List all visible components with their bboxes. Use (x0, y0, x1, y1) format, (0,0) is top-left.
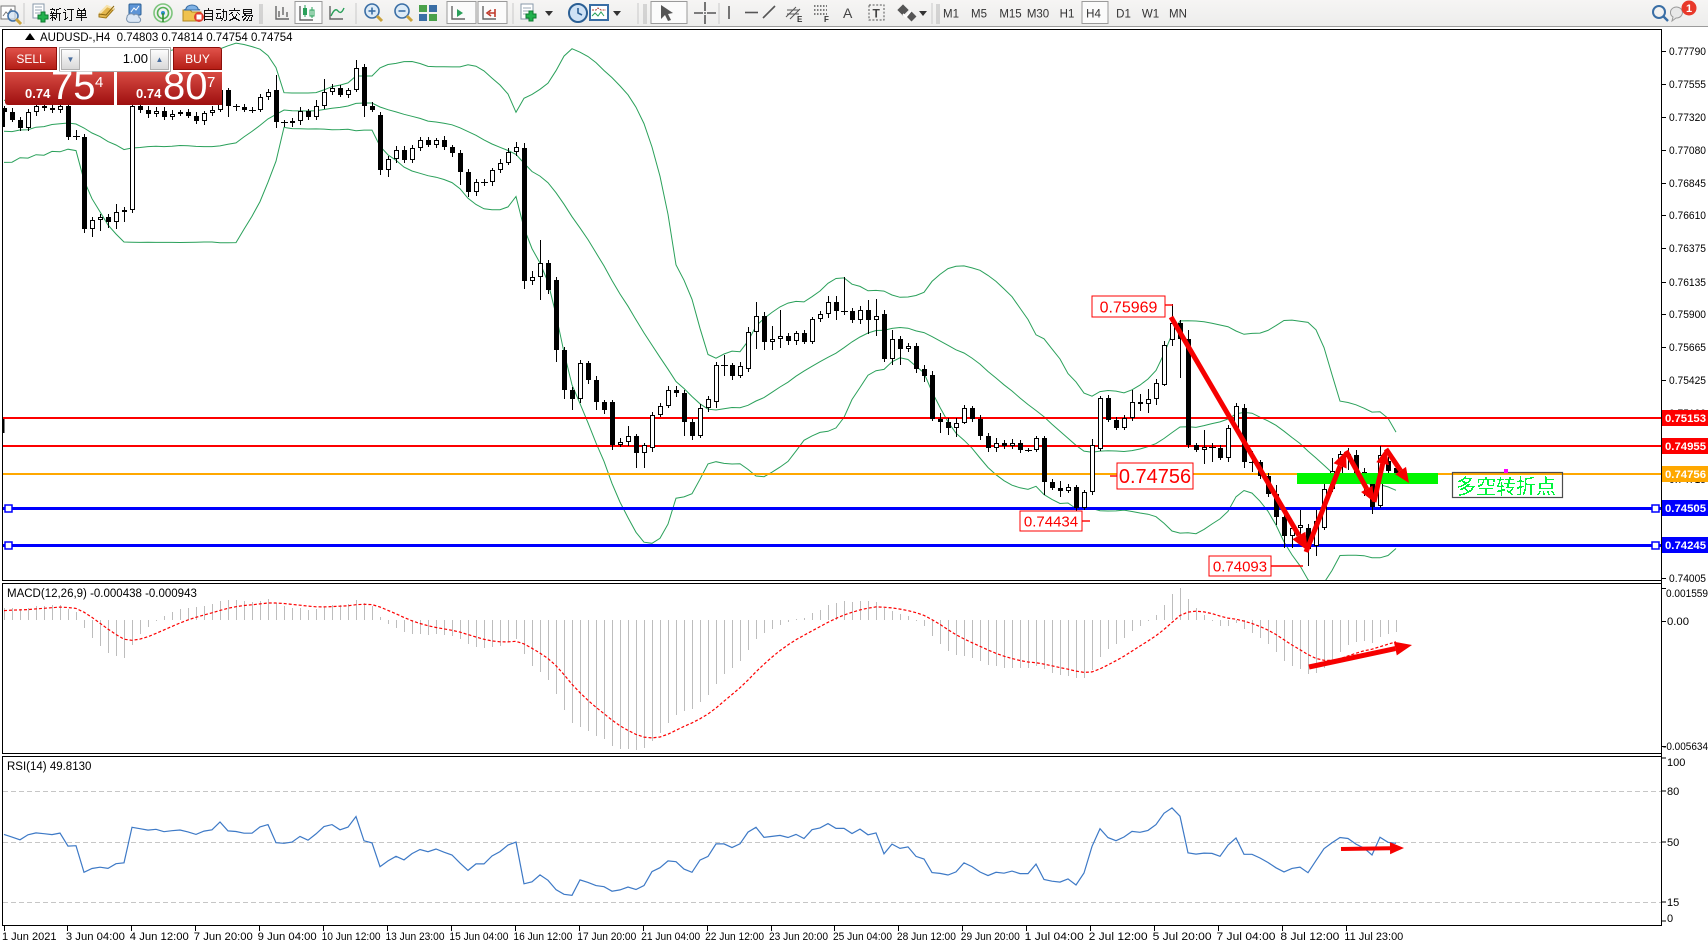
svg-text:0.74245: 0.74245 (1665, 540, 1706, 552)
svg-text:RSI(14) 49.8130: RSI(14) 49.8130 (7, 761, 91, 773)
svg-text:4 Jun 12:00: 4 Jun 12:00 (130, 931, 189, 943)
svg-text:17 Jun 20:00: 17 Jun 20:00 (577, 931, 636, 943)
svg-text:-0.005634: -0.005634 (1663, 741, 1708, 753)
svg-text:0.76375: 0.76375 (1669, 243, 1706, 255)
svg-text:28 Jun 12:00: 28 Jun 12:00 (897, 931, 956, 943)
svg-text:0.77555: 0.77555 (1669, 79, 1706, 91)
svg-text:0.75425: 0.75425 (1669, 375, 1706, 387)
svg-text:0.00: 0.00 (1667, 616, 1689, 628)
svg-text:0.74505: 0.74505 (1665, 503, 1706, 515)
svg-text:15: 15 (1667, 897, 1679, 909)
svg-text:0.77080: 0.77080 (1669, 145, 1706, 157)
svg-text:D1: D1 (1116, 9, 1131, 21)
svg-text:H4: H4 (1086, 9, 1101, 21)
svg-text:5 Jul 20:00: 5 Jul 20:00 (1153, 931, 1212, 943)
svg-text:16 Jun 12:00: 16 Jun 12:00 (513, 931, 572, 943)
svg-text:0.75900: 0.75900 (1669, 309, 1706, 321)
svg-text:15 Jun 04:00: 15 Jun 04:00 (449, 931, 508, 943)
svg-text:7 Jul 04:00: 7 Jul 04:00 (1217, 931, 1276, 943)
svg-text:50: 50 (1667, 837, 1679, 849)
svg-text:0.75969: 0.75969 (1100, 299, 1158, 316)
svg-text:F: F (824, 15, 829, 24)
svg-text:0.76845: 0.76845 (1669, 178, 1706, 190)
svg-text:10 Jun 12:00: 10 Jun 12:00 (322, 931, 381, 943)
svg-text:0.76610: 0.76610 (1669, 210, 1706, 222)
svg-text:0.75153: 0.75153 (1665, 413, 1706, 425)
svg-text:AUDUSD-,H4 0.74803 0.74814 0.: AUDUSD-,H4 0.74803 0.74814 0.74754 0.747… (40, 32, 293, 44)
svg-text:7 Jun 20:00: 7 Jun 20:00 (194, 931, 253, 943)
svg-text:13 Jun 23:00: 13 Jun 23:00 (386, 931, 445, 943)
svg-text:11 Jul 23:00: 11 Jul 23:00 (1344, 931, 1403, 943)
svg-text:80: 80 (1667, 786, 1679, 798)
svg-text:T: T (873, 7, 881, 21)
svg-text:22 Jun 12:00: 22 Jun 12:00 (705, 931, 764, 943)
svg-text:29 Jun 20:00: 29 Jun 20:00 (961, 931, 1020, 943)
svg-text:0: 0 (1667, 913, 1673, 925)
svg-text:0.74756: 0.74756 (1119, 466, 1191, 488)
svg-text:0.74955: 0.74955 (1665, 441, 1706, 453)
svg-text:23 Jun 20:00: 23 Jun 20:00 (769, 931, 828, 943)
svg-text:M5: M5 (971, 9, 987, 21)
svg-text:0.74756: 0.74756 (1665, 469, 1706, 481)
svg-text:0.001559: 0.001559 (1666, 588, 1708, 600)
svg-text:8 Jul 12:00: 8 Jul 12:00 (1280, 931, 1339, 943)
svg-text:21 Jun 04:00: 21 Jun 04:00 (641, 931, 700, 943)
svg-text:0.74434: 0.74434 (1024, 513, 1078, 530)
svg-text:0.74005: 0.74005 (1669, 573, 1706, 585)
svg-text:100: 100 (1667, 757, 1685, 769)
svg-text:1 Jul 04:00: 1 Jul 04:00 (1025, 931, 1084, 943)
svg-text:0.77320: 0.77320 (1669, 112, 1706, 124)
svg-text:3 Jun 04:00: 3 Jun 04:00 (66, 931, 125, 943)
svg-text:0.74093: 0.74093 (1213, 558, 1267, 575)
svg-text:M30: M30 (1027, 9, 1049, 21)
svg-text:0.76135: 0.76135 (1669, 277, 1706, 289)
svg-text:2 Jul 12:00: 2 Jul 12:00 (1089, 931, 1148, 943)
svg-text:MACD(12,26,9) -0.000438 -0.000: MACD(12,26,9) -0.000438 -0.000943 (7, 588, 197, 600)
svg-text:A: A (843, 5, 853, 21)
svg-text:H1: H1 (1060, 9, 1075, 21)
svg-text:W1: W1 (1142, 9, 1159, 21)
svg-text:9 Jun 04:00: 9 Jun 04:00 (258, 931, 317, 943)
svg-text:E: E (797, 15, 803, 24)
svg-text:25 Jun 04:00: 25 Jun 04:00 (833, 931, 892, 943)
svg-text:1 Jun 2021: 1 Jun 2021 (2, 931, 56, 943)
svg-text:M1: M1 (943, 9, 959, 21)
svg-text:0.75665: 0.75665 (1669, 342, 1706, 354)
svg-text:MN: MN (1169, 9, 1187, 21)
svg-text:0.77790: 0.77790 (1669, 46, 1706, 58)
svg-text:1: 1 (1686, 3, 1692, 15)
svg-text:M15: M15 (999, 9, 1021, 21)
